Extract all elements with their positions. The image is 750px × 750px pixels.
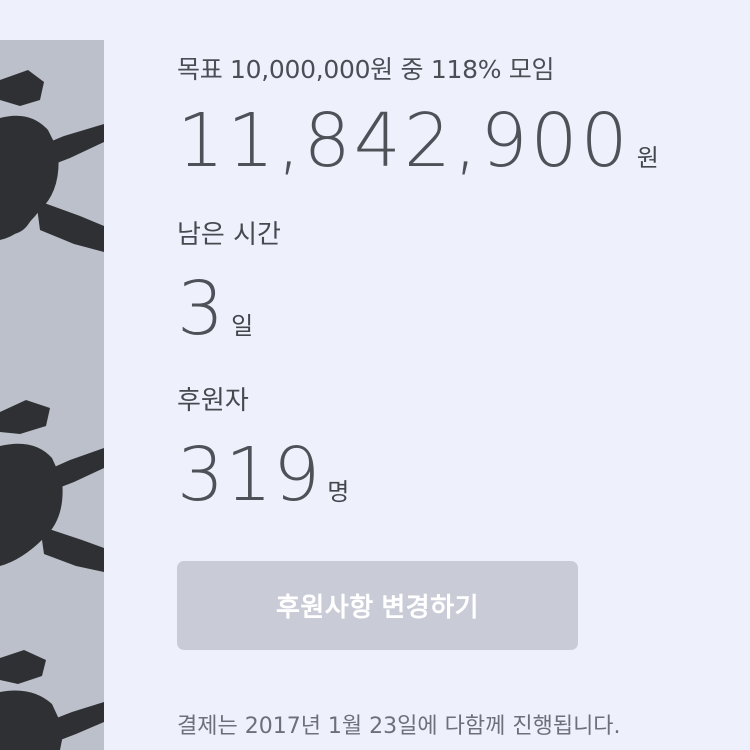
time-remaining: 3 일 (177, 272, 253, 346)
change-pledge-button[interactable]: 후원사항 변경하기 (177, 561, 578, 650)
time-remaining-unit: 일 (231, 312, 254, 340)
backers-count-unit: 명 (327, 478, 350, 506)
payment-date-note: 결제는 2017년 1월 23일에 다함께 진행됩니다. (177, 714, 621, 739)
amount-raised-value: 11,842,900 (177, 98, 631, 184)
backers-count-value: 319 (177, 432, 322, 518)
time-remaining-value: 3 (177, 266, 226, 352)
goal-summary: 목표 10,000,000원 중 118% 모임 (177, 55, 555, 84)
backers-count: 319 명 (177, 438, 349, 512)
time-remaining-label: 남은 시간 (177, 220, 281, 250)
amount-raised: 11,842,900 원 (177, 104, 659, 178)
amount-raised-unit: 원 (636, 144, 659, 172)
backers-label: 후원자 (177, 386, 249, 416)
project-image (0, 40, 104, 750)
dancing-figures-illustration (0, 70, 104, 750)
